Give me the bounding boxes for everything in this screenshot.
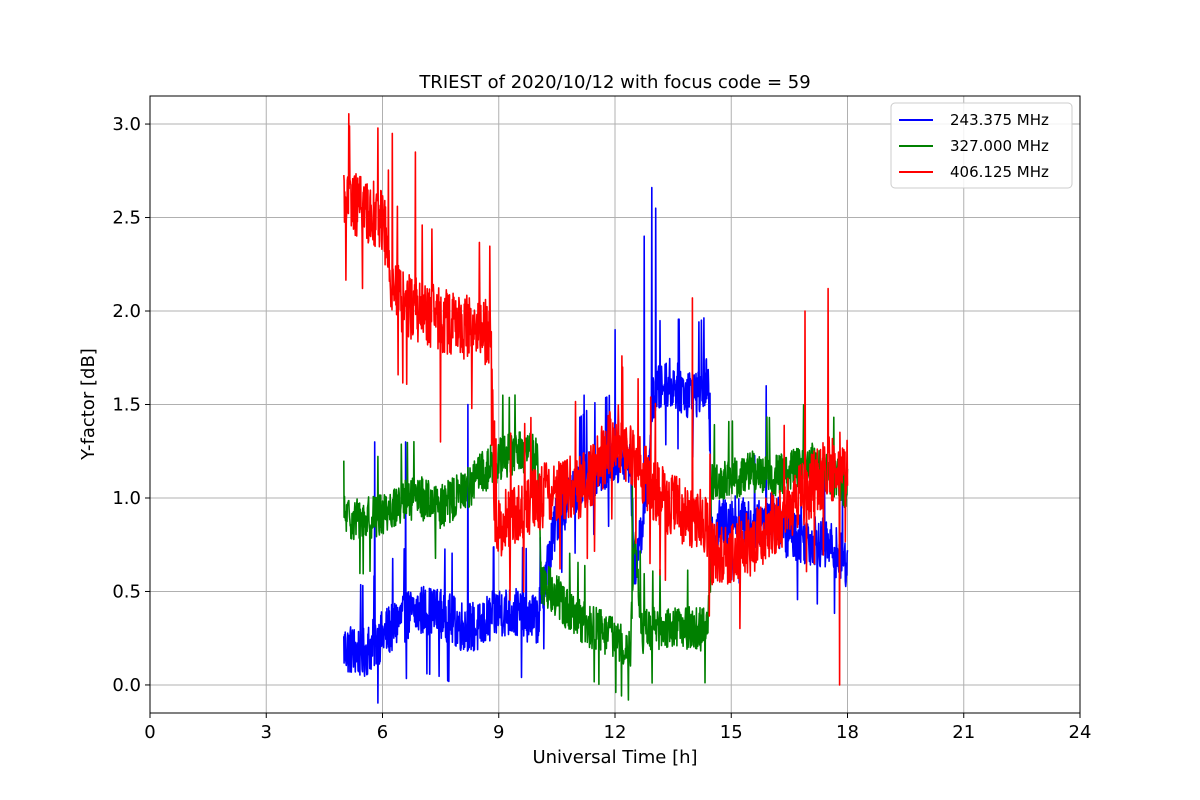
y-tick-label: 2.0 bbox=[112, 301, 141, 322]
legend-box bbox=[890, 102, 1073, 189]
y-tick-label: 2.5 bbox=[112, 208, 141, 229]
y-axis-label: Y-factor [dB] bbox=[78, 348, 99, 461]
x-axis: 0 3 6 9 12 15 18 21 24 bbox=[144, 713, 1091, 743]
legend-label-2: 327.000 MHz bbox=[950, 137, 1049, 155]
y-tick-label: 1.0 bbox=[112, 488, 141, 509]
y-tick-label: 3.0 bbox=[112, 114, 141, 135]
x-tick-label: 18 bbox=[836, 722, 859, 743]
legend-label-1: 243.375 MHz bbox=[950, 111, 1049, 129]
legend: 243.375 MHz 327.000 MHz 406.125 MHz bbox=[890, 102, 1073, 189]
x-tick-label: 3 bbox=[261, 722, 272, 743]
y-tick-label: 0.5 bbox=[112, 581, 141, 602]
x-tick-label: 21 bbox=[952, 722, 975, 743]
chart-title: TRIEST of 2020/10/12 with focus code = 5… bbox=[418, 72, 810, 93]
x-tick-label: 15 bbox=[720, 722, 743, 743]
x-tick-label: 9 bbox=[493, 722, 504, 743]
x-tick-label: 6 bbox=[377, 722, 388, 743]
series-line-3 bbox=[343, 113, 849, 686]
x-tick-label: 12 bbox=[604, 722, 627, 743]
series-layer bbox=[343, 113, 849, 704]
y-tick-label: 1.5 bbox=[112, 395, 141, 416]
y-axis: 0.0 0.5 1.0 1.5 2.0 2.5 3.0 bbox=[112, 114, 150, 696]
y-tick-label: 0.0 bbox=[112, 675, 141, 696]
x-tick-label: 24 bbox=[1069, 722, 1092, 743]
legend-label-3: 406.125 MHz bbox=[950, 163, 1049, 181]
series-line-2 bbox=[343, 394, 849, 701]
x-tick-label: 0 bbox=[144, 722, 155, 743]
x-axis-label: Universal Time [h] bbox=[532, 747, 697, 768]
